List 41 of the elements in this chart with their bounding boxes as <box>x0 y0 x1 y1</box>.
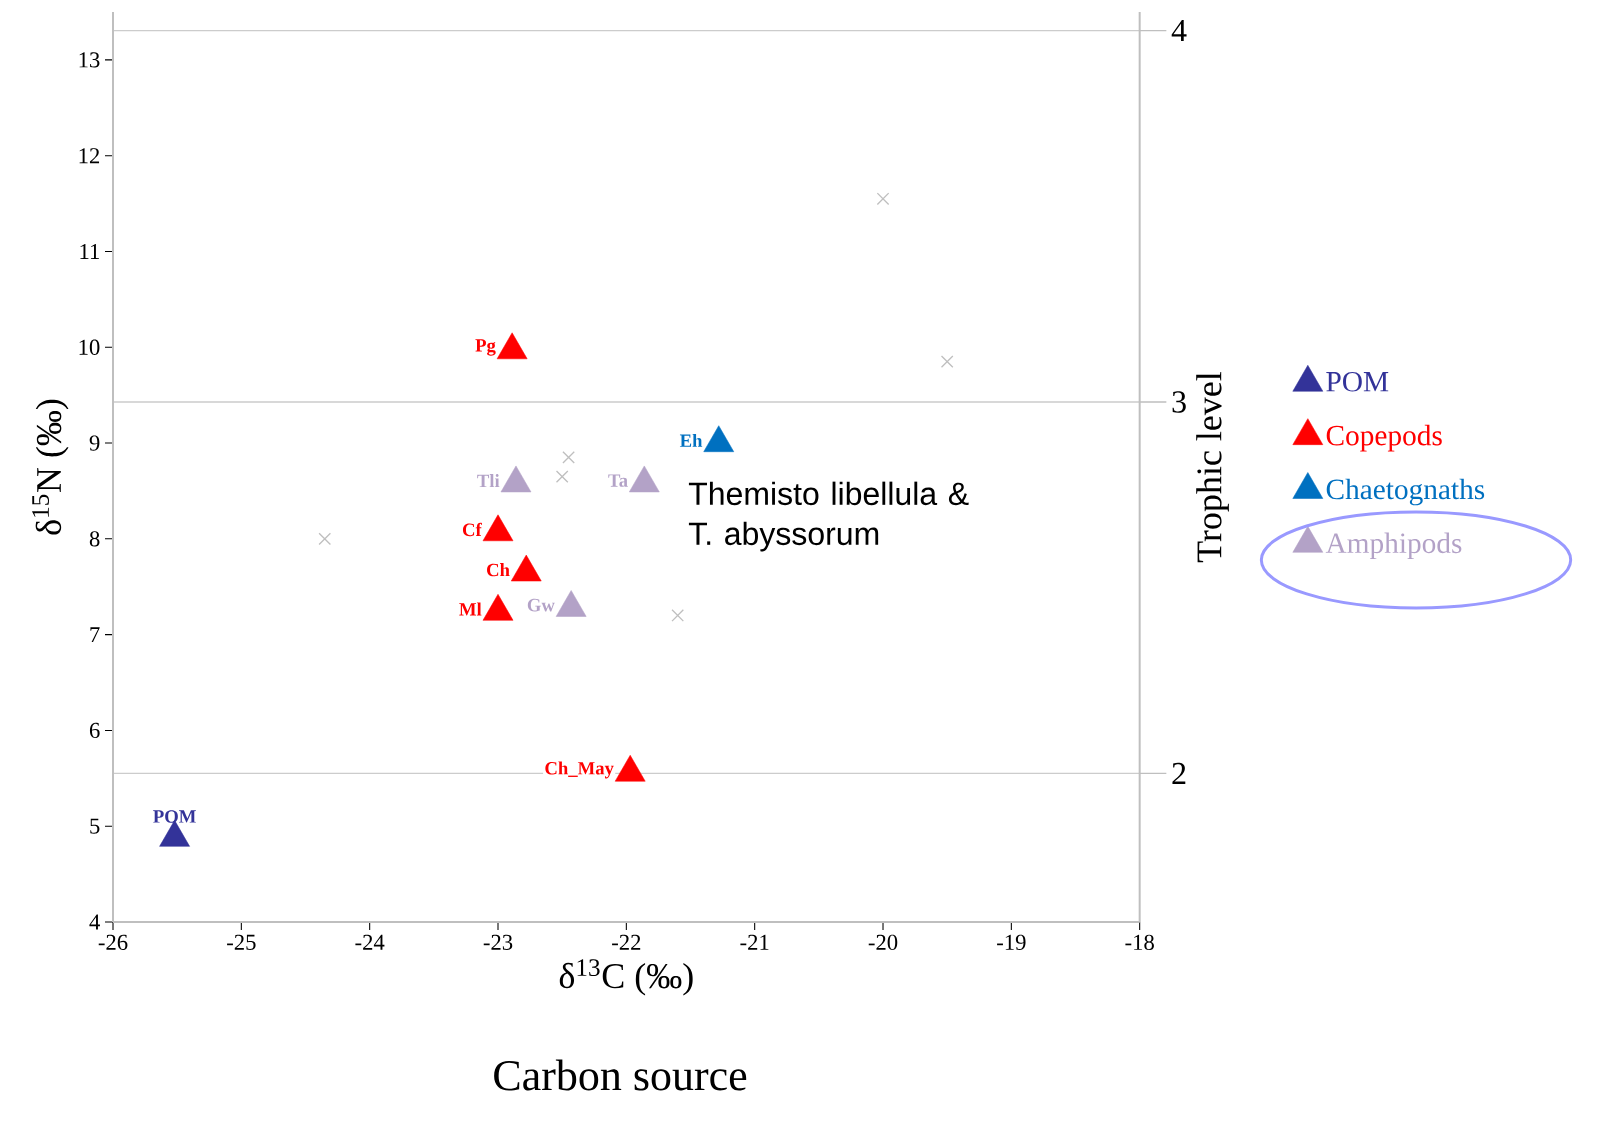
y-tick-label: 11 <box>80 243 99 259</box>
text: Carbon source <box>494 1059 747 1091</box>
x-tick-label: -18 <box>1125 934 1154 951</box>
annotation: Cf <box>462 522 482 537</box>
x-tick-label: -25 <box>227 934 256 950</box>
y-tick-label: 7 <box>90 627 100 643</box>
y-tick-label: 4 <box>89 914 100 930</box>
y-tick-label: 8 <box>89 531 100 547</box>
legend-label: Copepods <box>1326 424 1442 452</box>
legend-label: Chaetognaths <box>1326 478 1485 506</box>
x-tick-label: -26 <box>98 934 128 950</box>
y-tick-label: 5 <box>90 818 100 834</box>
annotation: Ch_May <box>545 761 614 779</box>
x-tick-label: -21 <box>740 934 769 950</box>
legend-label: Amphipods <box>1325 532 1462 560</box>
x-axis-title: δ$^{13}$C (‰) <box>559 959 693 996</box>
x-tick-label: -23 <box>483 934 513 950</box>
y-axis-title: δ$^{15}$N (‰) <box>32 399 69 535</box>
annotation: Themisto libellula & T. abyssorum <box>688 481 969 552</box>
y-tick-label: 6 <box>89 722 100 739</box>
annotation: Ml <box>459 602 482 616</box>
annotation: POM <box>153 810 196 823</box>
y2-tick-label: 3 <box>1172 391 1186 413</box>
x-tick-label: -24 <box>355 934 385 950</box>
x-tick-label: -20 <box>868 934 898 951</box>
annotation: Eh <box>679 433 703 447</box>
y2-tick-label: 2 <box>1172 762 1186 785</box>
y-tick-label: 9 <box>89 435 100 451</box>
annotation: Gw <box>527 598 555 612</box>
annotation: Pg <box>475 339 496 356</box>
annotation: Ch <box>487 563 510 577</box>
annotation: Tli <box>477 474 500 488</box>
y2-tick-label: 4 <box>1171 20 1187 42</box>
y-tick-label: 12 <box>79 148 100 164</box>
legend-label: POM <box>1326 371 1389 392</box>
y2-axis-title: Trophic level <box>1196 371 1229 563</box>
x-tick-label: -19 <box>997 934 1026 950</box>
annotation: Ta <box>608 474 628 487</box>
y-tick-label: 13 <box>79 52 100 68</box>
y-tick-label: 10 <box>79 339 100 355</box>
x-tick-label: -22 <box>612 934 641 950</box>
